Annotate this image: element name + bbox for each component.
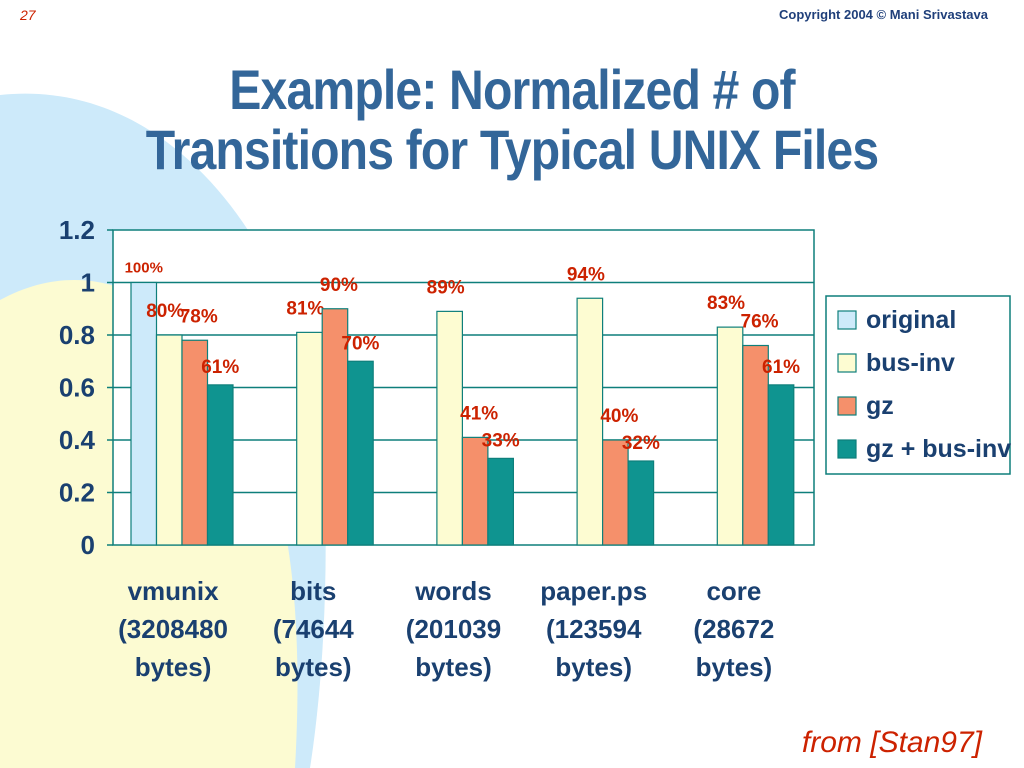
y-tick-label: 0.2 xyxy=(59,478,95,508)
y-tick-label: 1.2 xyxy=(59,215,95,245)
data-label: 70% xyxy=(341,333,379,354)
legend-swatch xyxy=(837,353,857,373)
legend-box xyxy=(825,295,1011,475)
bar-bus-inv-0 xyxy=(155,334,183,546)
y-tick-label: 0.8 xyxy=(59,320,95,350)
x-category-label: core xyxy=(706,576,761,606)
bar-gz-bus-inv-4 xyxy=(767,384,795,546)
legend-label: gz + bus-inv xyxy=(866,435,1011,463)
bar-gz-bus-inv-1 xyxy=(347,360,374,546)
x-category-label: bytes) xyxy=(555,652,632,682)
data-label: 83% xyxy=(707,293,745,314)
bar-gz-1 xyxy=(321,308,349,546)
x-category-label: bytes) xyxy=(696,652,773,682)
x-category-label: (3208480 xyxy=(118,614,228,644)
source-citation: from [Stan97] xyxy=(801,726,982,759)
legend-label: bus-inv xyxy=(866,349,955,377)
data-label: 78% xyxy=(180,306,218,327)
x-category-label: vmunix xyxy=(128,576,220,606)
data-label: 33% xyxy=(482,430,520,451)
data-label: 81% xyxy=(286,298,324,319)
data-label: 61% xyxy=(762,357,800,378)
bar-bus-inv-1 xyxy=(296,331,323,546)
bar-gz-bus-inv-3 xyxy=(627,460,655,546)
x-category-label: bytes) xyxy=(135,652,212,682)
legend-swatch xyxy=(837,310,857,330)
bar-bus-inv-3 xyxy=(576,297,604,546)
y-tick-label: 1 xyxy=(81,268,95,298)
y-tick-label: 0.6 xyxy=(59,373,95,403)
data-label: 80% xyxy=(146,301,184,322)
data-label: 40% xyxy=(600,406,638,427)
x-category-label: (123594 xyxy=(546,614,642,644)
title-line-1: Example: Normalized # of xyxy=(229,58,795,121)
x-category-label: (201039 xyxy=(406,614,501,644)
x-category-label: bytes) xyxy=(275,652,352,682)
data-label: 100% xyxy=(125,260,163,277)
slide-number: 27 xyxy=(20,7,36,23)
x-category-label: words xyxy=(414,576,492,606)
bar-bus-inv-2 xyxy=(436,310,463,546)
data-label: 41% xyxy=(460,403,498,424)
slide-title: Example: Normalized # of Transitions for… xyxy=(72,60,953,180)
x-category-label: paper.ps xyxy=(540,576,647,606)
bar-gz-4 xyxy=(742,344,769,546)
bar-gz-3 xyxy=(601,439,629,546)
bar-gz-0 xyxy=(181,339,209,546)
x-category-label: bits xyxy=(290,576,336,606)
legend-label: gz xyxy=(866,392,894,420)
data-label: 61% xyxy=(201,357,239,378)
title-line-2: Transitions for Typical UNIX Files xyxy=(145,118,879,181)
bar-gz-2 xyxy=(461,436,489,546)
bar-gz-bus-inv-0 xyxy=(206,384,234,546)
y-tick-label: 0 xyxy=(81,530,95,560)
legend-swatch xyxy=(837,396,857,416)
y-tick-label: 0.4 xyxy=(59,425,96,455)
legend-label: original xyxy=(866,306,956,334)
copyright-text: Copyright 2004 © Mani Srivastava xyxy=(779,7,988,22)
bar-bus-inv-4 xyxy=(716,326,744,546)
data-label: 90% xyxy=(320,275,358,296)
x-category-label: (28672 xyxy=(693,614,774,644)
bar-gz-bus-inv-2 xyxy=(487,457,514,546)
data-label: 76% xyxy=(741,312,779,333)
x-category-label: (74644 xyxy=(273,614,354,644)
x-category-label: bytes) xyxy=(415,652,492,682)
data-label: 32% xyxy=(622,433,660,454)
data-label: 89% xyxy=(427,277,465,298)
data-label: 94% xyxy=(567,264,605,285)
legend-swatch xyxy=(837,439,857,459)
